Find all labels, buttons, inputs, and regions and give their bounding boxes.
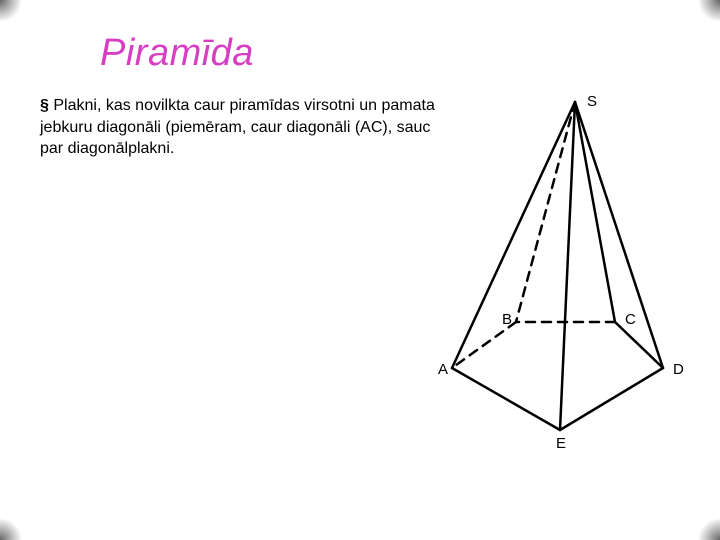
vertex-label-B: B [502,311,512,328]
edge-E-D [560,368,663,430]
pyramid-diagram: S A B C D E [420,90,700,490]
edge-S-C [575,102,615,322]
edge-S-A [452,102,575,368]
vertex-label-E: E [556,435,566,452]
edge-A-E [452,368,560,430]
definition-text: Plakni, kas novilkta caur piramīdas virs… [40,97,435,157]
vertex-label-C: C [625,311,636,328]
vertex-label-S: S [587,93,597,110]
vertex-label-D: D [673,361,684,378]
bullet-glyph: § [40,97,49,114]
edge-S-D [575,102,663,368]
definition-paragraph: § Plakni, kas novilkta caur piramīdas vi… [40,95,440,160]
pyramid-edges [452,102,663,430]
slide-title: Piramīda [100,32,254,75]
slide: Piramīda § Plakni, kas novilkta caur pir… [0,0,720,540]
vertex-label-A: A [438,361,448,378]
